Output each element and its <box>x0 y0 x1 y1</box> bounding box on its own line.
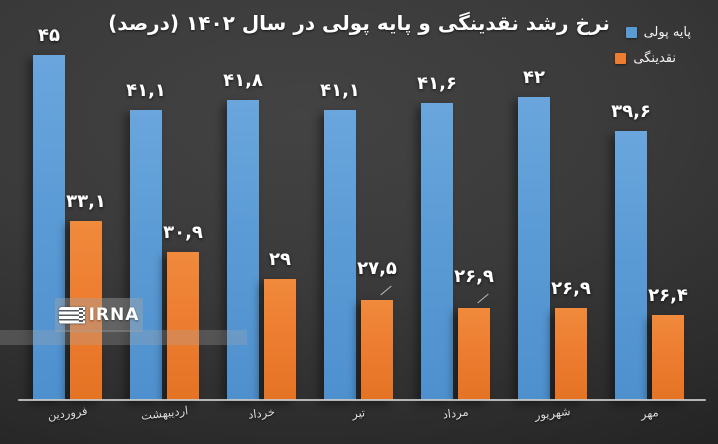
x-axis-label: مرداد <box>441 404 470 422</box>
x-axis-label: اردیبهشت <box>140 403 189 423</box>
liquidity-value-label: ۲۹ <box>269 248 291 270</box>
irna-watermark-text: IRNA <box>88 305 140 325</box>
liquidity-bar <box>555 307 587 400</box>
irna-watermark: IRNA <box>55 298 143 332</box>
monetary-base-value-label: ۴۱,۱ <box>126 79 166 101</box>
monetary-base-bar <box>227 100 259 400</box>
liquidity-bar <box>264 278 296 400</box>
liquidity-value-label: ۲۷,۵ <box>357 257 397 279</box>
liquidity-bar <box>458 307 490 400</box>
x-axis-label: شهریور <box>533 403 572 423</box>
legend-label-monetary-base: پایه پولی <box>643 25 691 40</box>
x-axis-label: فروردین <box>46 403 89 423</box>
monetary-base-value-label: ۴۲ <box>523 67 545 89</box>
legend: پایه پولی نقدینگی <box>615 25 691 66</box>
monetary-base-bar <box>615 130 647 400</box>
liquidity-value-label: ۲۶,۹ <box>454 265 494 287</box>
liquidity-value-label: ۳۰,۹ <box>163 222 203 244</box>
x-axis-label: مهر <box>639 404 660 422</box>
liquidity-bar <box>361 299 393 400</box>
watermark-band <box>0 330 247 345</box>
liquidity-bar <box>652 314 684 400</box>
monetary-base-swatch-icon <box>625 27 637 38</box>
label-leader-line <box>477 293 489 304</box>
liquidity-value-label: ۳۳,۱ <box>66 191 106 213</box>
label-leader-line <box>380 285 392 295</box>
monetary-base-value-label: ۳۹,۶ <box>611 100 651 122</box>
monetary-base-bar <box>518 97 550 400</box>
x-axis-label: تیر <box>351 405 366 421</box>
monetary-base-value-label: ۴۱,۶ <box>417 72 457 94</box>
liquidity-value-label: ۲۶,۴ <box>648 284 688 306</box>
x-axis-label: خرداد <box>247 404 276 422</box>
liquidity-swatch-icon <box>615 53 627 64</box>
monetary-base-bar <box>33 55 65 400</box>
chart-title: نرخ رشد نقدینگی و پایه پولی در سال ۱۴۰۲ … <box>108 11 610 35</box>
monetary-base-value-label: ۴۵ <box>38 25 60 47</box>
monetary-base-bar <box>421 102 453 400</box>
legend-item-liquidity: نقدینگی <box>615 51 676 66</box>
monetary-base-value-label: ۴۱,۱ <box>320 79 360 101</box>
monetary-base-bar <box>130 109 162 400</box>
legend-item-monetary-base: پایه پولی <box>625 25 691 40</box>
legend-label-liquidity: نقدینگی <box>633 51 676 66</box>
x-axis-line <box>18 399 706 401</box>
irna-flag-icon <box>58 306 85 324</box>
monetary-base-bar <box>324 109 356 400</box>
monetary-base-value-label: ۴۱,۸ <box>223 70 263 92</box>
liquidity-value-label: ۲۶,۹ <box>551 277 591 299</box>
liquidity-bar <box>167 252 199 400</box>
